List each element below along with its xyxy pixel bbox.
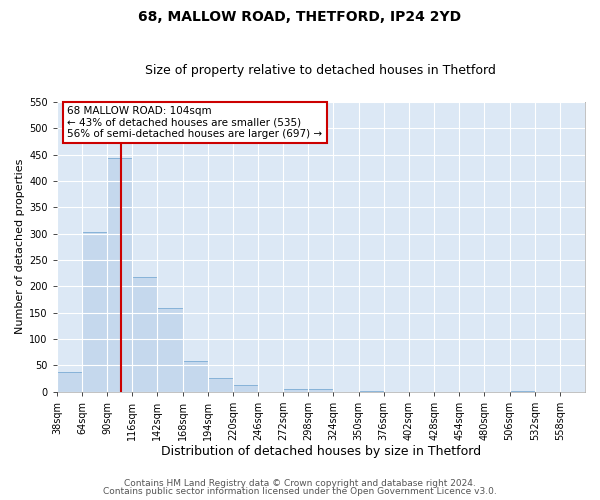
Bar (182, 361, 208, 392)
Bar (308, 389, 334, 392)
Bar (82, 232, 107, 392)
Text: Contains public sector information licensed under the Open Government Licence v3: Contains public sector information licen… (103, 487, 497, 496)
Title: Size of property relative to detached houses in Thetford: Size of property relative to detached ho… (145, 64, 496, 77)
Bar (509, 391, 535, 392)
Bar (107, 158, 132, 392)
Bar (359, 391, 384, 392)
Y-axis label: Number of detached properties: Number of detached properties (15, 159, 25, 334)
Bar (208, 378, 233, 392)
Text: 68 MALLOW ROAD: 104sqm
← 43% of detached houses are smaller (535)
56% of semi-de: 68 MALLOW ROAD: 104sqm ← 43% of detached… (67, 106, 323, 140)
Bar (157, 308, 182, 392)
Text: 68, MALLOW ROAD, THETFORD, IP24 2YD: 68, MALLOW ROAD, THETFORD, IP24 2YD (139, 10, 461, 24)
Bar (132, 278, 157, 392)
Bar (57, 372, 82, 392)
Text: Contains HM Land Registry data © Crown copyright and database right 2024.: Contains HM Land Registry data © Crown c… (124, 478, 476, 488)
Bar (233, 386, 258, 392)
X-axis label: Distribution of detached houses by size in Thetford: Distribution of detached houses by size … (161, 444, 481, 458)
Bar (283, 389, 308, 392)
